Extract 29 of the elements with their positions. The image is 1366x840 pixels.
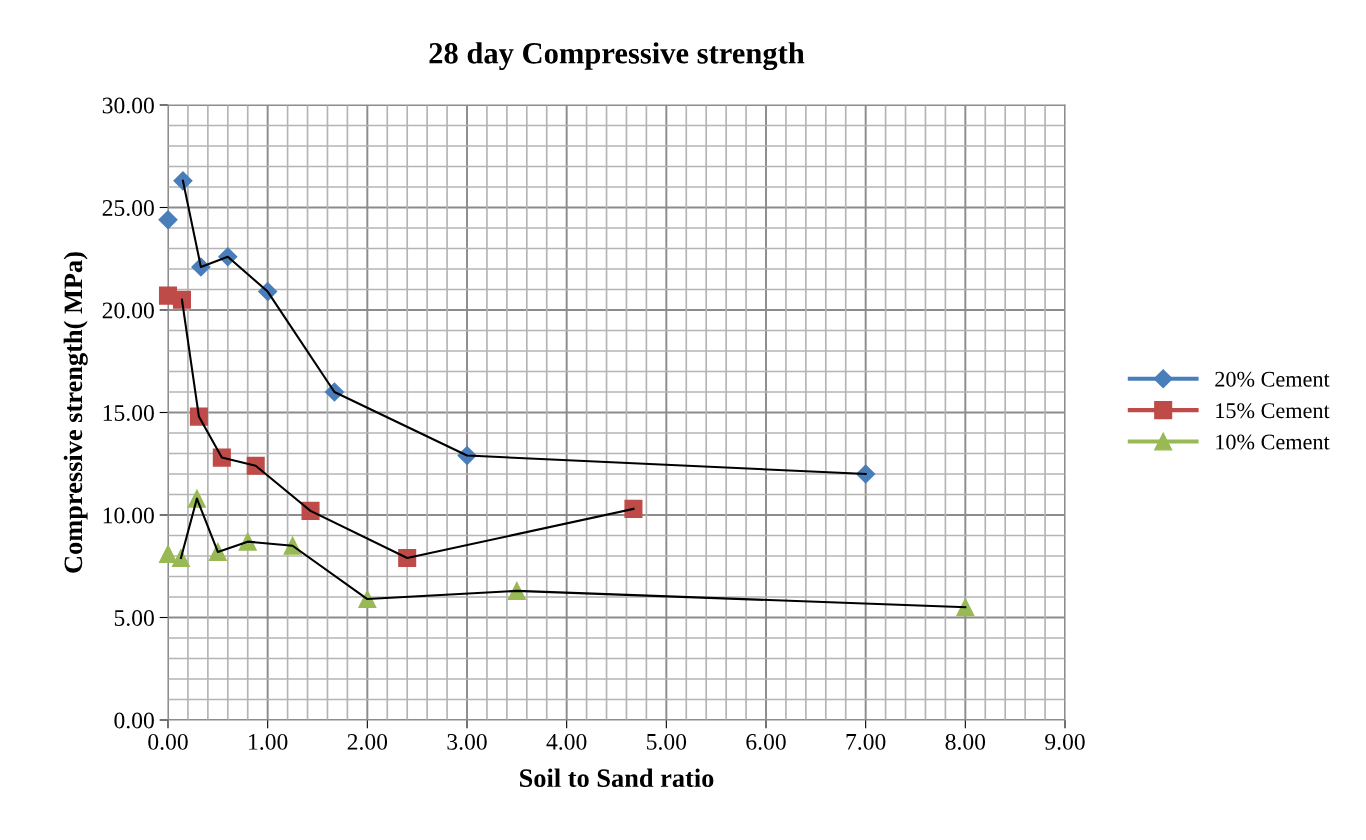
y-axis-title: Compressive strength( MPa) [63,252,88,573]
x-tick-label: 5.00 [647,733,687,750]
x-tick-label: 3.00 [447,733,487,750]
x-tick-label: 4.00 [546,733,587,750]
y-tick-label: 0.00 [114,712,154,729]
y-tick-label: 10.00 [103,507,154,524]
point [171,549,190,568]
chart-title: 28 day Compressive strength [429,42,805,71]
x-tick-label: 7.00 [846,733,886,750]
legend-label: 10% Cement [1216,434,1330,450]
point [172,290,191,309]
y-tick-label: 25.00 [102,199,154,217]
point [956,598,975,617]
point [158,210,178,230]
point [158,544,178,563]
x-axis-title: Soil to Sand ratio [520,768,714,788]
y-tick-label: 30.00 [102,97,154,114]
y-tick-label: 15.00 [103,404,154,422]
x-tick-label: 2.00 [347,733,388,750]
x-tick-label: 8.00 [945,733,986,750]
x-tick-label: 1.00 [249,733,288,750]
y-tick-label: 20.00 [102,302,154,319]
legend-label: 20% Cement [1215,371,1330,387]
x-tick-label: 6.00 [746,733,786,750]
x-tick-label: 0.00 [148,733,188,750]
point [624,499,643,518]
legend-label: 15% Cement [1216,403,1330,419]
x-tick-label: 9.00 [1045,733,1085,750]
y-tick-label: 5.00 [114,609,154,627]
